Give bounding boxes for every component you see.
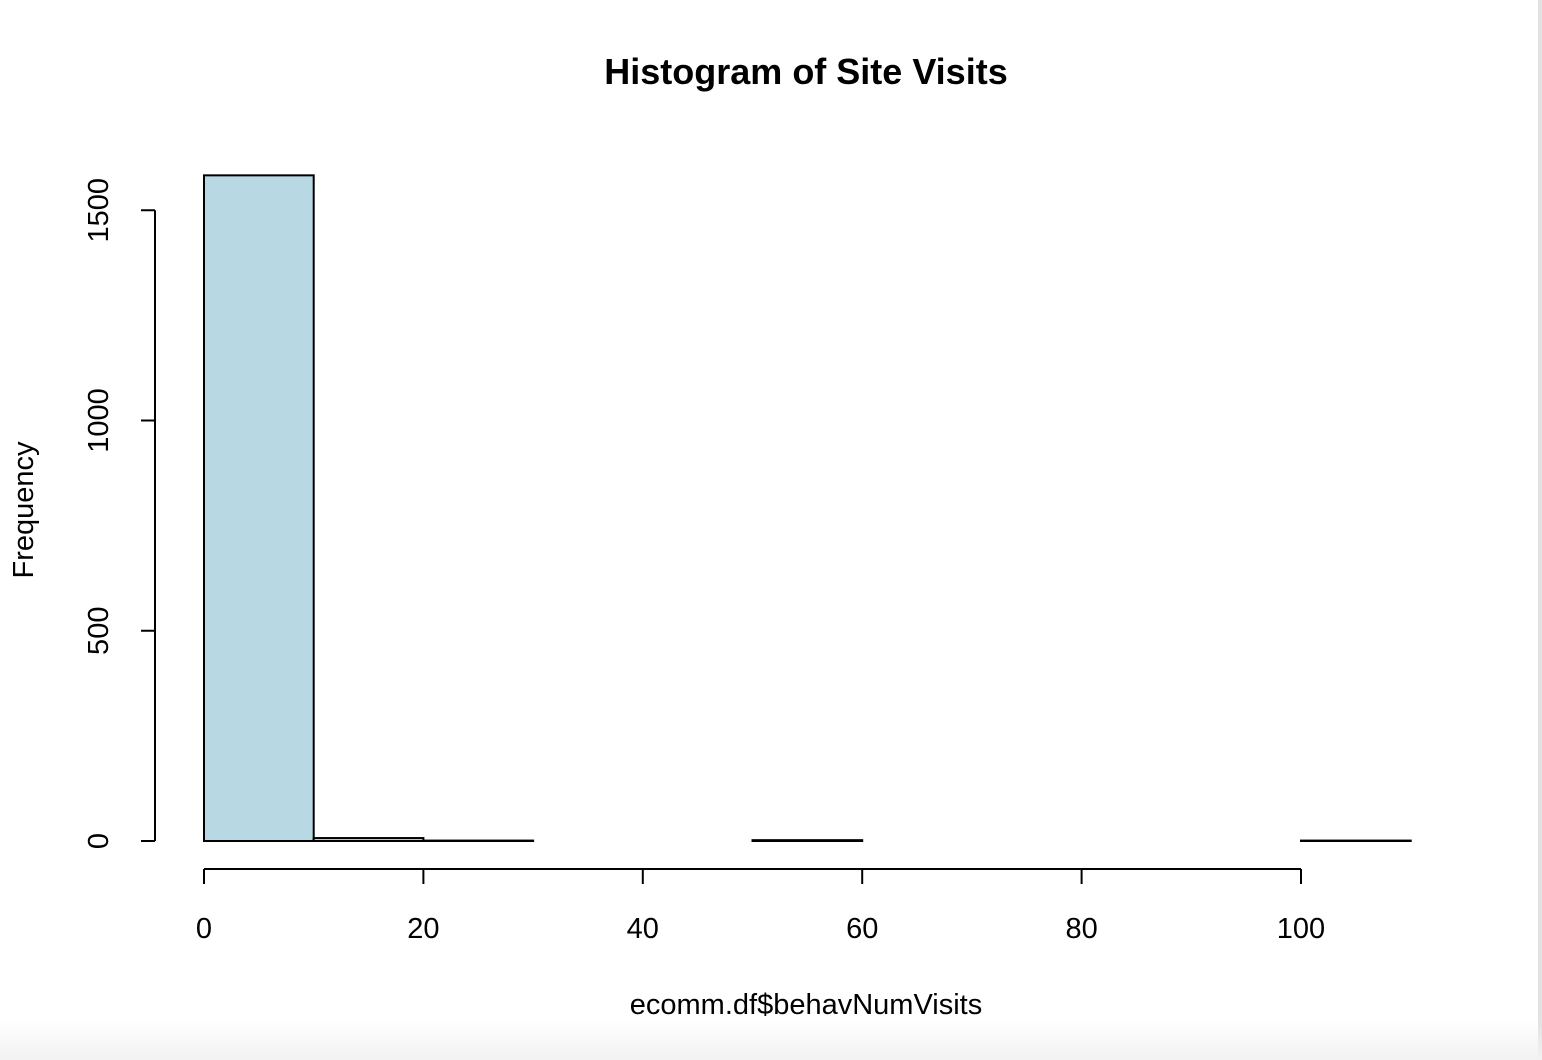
y-tick-label: 1000 xyxy=(83,388,115,453)
x-tick-label: 20 xyxy=(407,913,439,945)
y-axis-label: Frequency xyxy=(8,441,40,579)
y-tick-label: 1500 xyxy=(83,178,115,243)
x-axis-label: ecomm.df$behavNumVisits xyxy=(630,989,982,1021)
y-axis: 0 500 1000 1500 xyxy=(83,178,156,849)
y-tick-label: 0 xyxy=(83,833,115,849)
x-tick-label: 100 xyxy=(1277,913,1325,945)
histogram-bar xyxy=(203,174,315,842)
x-tick-label: 80 xyxy=(1065,913,1097,945)
chart-title: Histogram of Site Visits xyxy=(604,51,1007,92)
histogram-bar xyxy=(312,837,425,843)
x-tick-label: 60 xyxy=(846,913,878,945)
x-axis: 0 20 40 60 80 100 xyxy=(196,868,1325,945)
y-tick-label: 500 xyxy=(83,607,115,655)
histogram-bars xyxy=(203,174,1412,843)
x-tick-label: 0 xyxy=(196,913,212,945)
histogram-bar xyxy=(751,839,864,842)
window-edge xyxy=(1538,0,1542,1060)
x-tick-label: 40 xyxy=(627,913,659,945)
